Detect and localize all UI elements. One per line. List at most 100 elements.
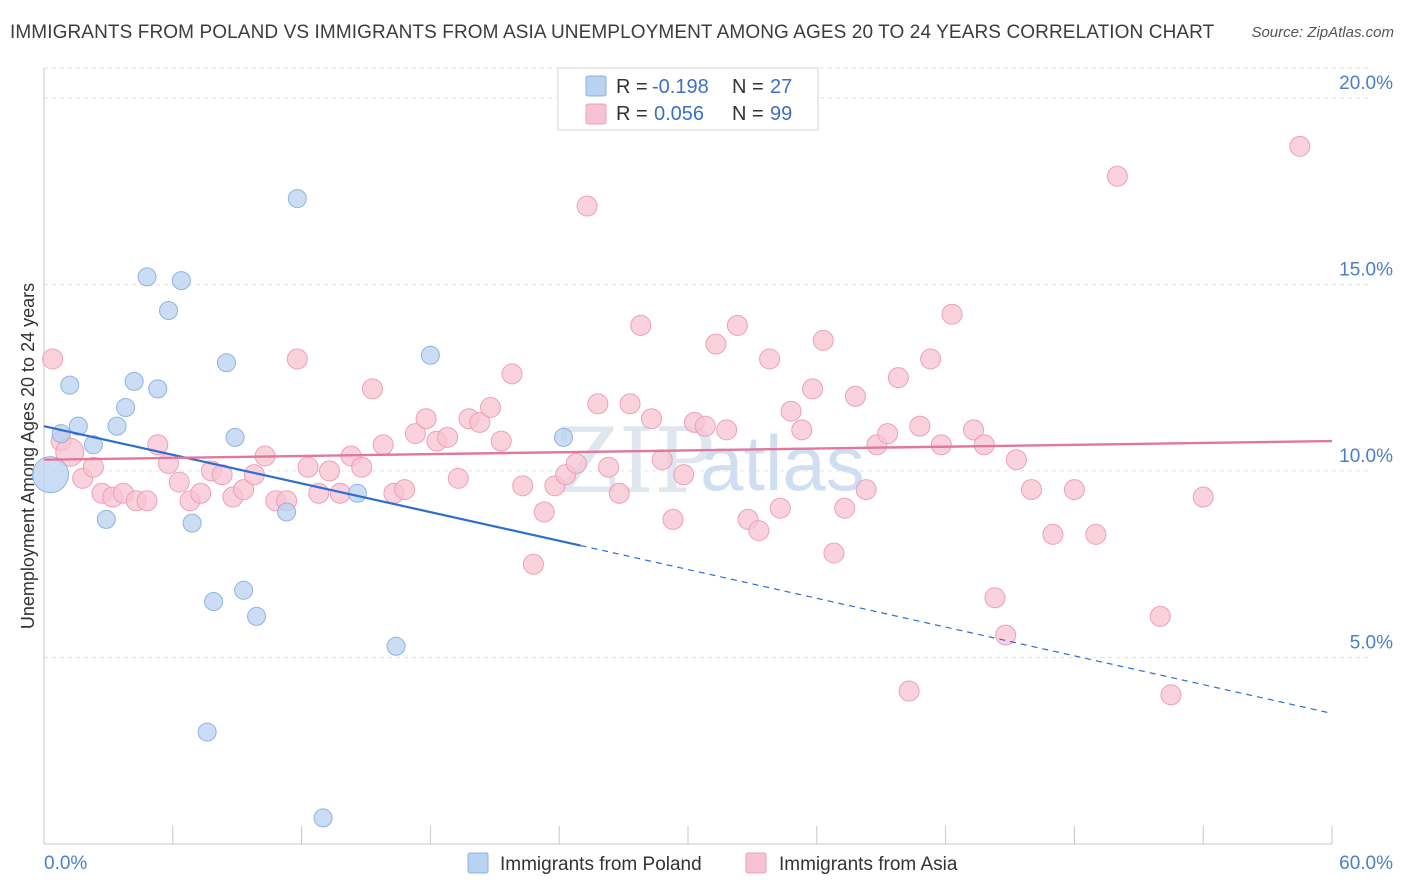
poland-point	[347, 483, 367, 503]
asia-point	[415, 408, 437, 430]
bottom-legend-label-asia: Immigrants from Asia	[779, 854, 958, 875]
poland-point	[171, 271, 191, 291]
poland-point	[234, 580, 254, 600]
asia-point	[533, 501, 555, 523]
poland-point	[420, 345, 440, 365]
asia-point	[372, 434, 394, 456]
asia-point	[233, 479, 255, 501]
x-axis-ticks	[43, 826, 1333, 844]
asia-point	[930, 434, 952, 456]
asia-point	[82, 456, 104, 478]
poland-point	[182, 513, 202, 533]
asia-point	[780, 400, 802, 422]
asia-point	[759, 348, 781, 370]
asia-point	[651, 449, 673, 471]
poland-point	[31, 456, 69, 494]
asia-point	[1020, 479, 1042, 501]
legend-swatch-asia	[585, 103, 607, 125]
asia-point	[716, 419, 738, 441]
asia-point	[726, 314, 748, 336]
poland-point	[83, 435, 103, 455]
asia-point	[168, 471, 190, 493]
asia-point	[1192, 486, 1214, 508]
asia-point	[630, 314, 652, 336]
asia-point	[887, 367, 909, 389]
asia-point	[1106, 165, 1128, 187]
legend-n-label-asia: N =	[732, 103, 764, 125]
legend: R = -0.198 N = 27 R = 0.056 N = 99	[557, 67, 819, 131]
asia-point	[286, 348, 308, 370]
y-tick-label: 20.0%	[1339, 73, 1393, 94]
poland-trend-extension	[580, 544, 1333, 715]
x-axis-tick-labels: 0.0% 60.0%	[44, 853, 1393, 874]
poland-point	[124, 371, 144, 391]
asia-point	[909, 415, 931, 437]
asia-point	[769, 497, 791, 519]
asia-point	[802, 378, 824, 400]
y-tick-label: 10.0%	[1339, 446, 1393, 467]
asia-point	[694, 415, 716, 437]
legend-n-value-poland: 27	[770, 76, 792, 98]
asia-point	[855, 479, 877, 501]
legend-r-label-poland: R =	[616, 76, 648, 98]
asia-point	[1085, 523, 1107, 545]
asia-point	[1005, 449, 1027, 471]
asia-point	[190, 482, 212, 504]
poland-point	[116, 398, 136, 417]
asia-point	[619, 393, 641, 415]
asia-point	[469, 411, 491, 433]
poland-point	[386, 636, 406, 656]
poland-point	[51, 424, 71, 444]
asia-point	[1289, 135, 1311, 157]
asia-point	[565, 452, 587, 474]
asia-point	[920, 348, 942, 370]
asia-point	[319, 460, 341, 482]
asia-point	[136, 490, 158, 512]
y-axis-title: Unemployment Among Ages 20 to 24 years	[18, 283, 38, 629]
asia-point	[394, 479, 416, 501]
source-note: Source: ZipAtlas.com	[1251, 24, 1394, 41]
series-poland-points	[31, 189, 573, 828]
asia-point	[641, 408, 663, 430]
legend-r-value-poland: -0.198	[652, 76, 709, 98]
asia-point	[748, 520, 770, 542]
legend-r-label-asia: R =	[616, 103, 648, 125]
chart-title: IMMIGRANTS FROM POLAND VS IMMIGRANTS FRO…	[10, 22, 1215, 43]
x-tick-label-max: 60.0%	[1339, 853, 1393, 874]
trend-lines	[43, 425, 1333, 715]
asia-point	[512, 475, 534, 497]
asia-trend-line	[43, 439, 1333, 461]
grid-lines	[44, 67, 1372, 658]
asia-point	[834, 497, 856, 519]
asia-point	[823, 542, 845, 564]
poland-point	[247, 606, 267, 626]
asia-point	[351, 456, 373, 478]
asia-point	[673, 464, 695, 486]
legend-n-value-asia: 99	[770, 103, 792, 125]
asia-point	[522, 553, 544, 575]
poland-point	[553, 427, 573, 447]
asia-point	[963, 419, 985, 441]
asia-point	[297, 456, 319, 478]
asia-point	[1149, 605, 1171, 627]
asia-point	[995, 624, 1017, 646]
y-axis-tick-labels: 5.0% 10.0% 15.0% 20.0%	[1339, 73, 1393, 654]
poland-point	[159, 301, 179, 320]
asia-point	[973, 434, 995, 456]
asia-point	[791, 419, 813, 441]
asia-point	[877, 423, 899, 445]
asia-point	[984, 587, 1006, 609]
poland-point	[277, 502, 297, 522]
asia-point	[211, 464, 233, 486]
bottom-legend-label-poland: Immigrants from Poland	[500, 854, 702, 875]
asia-point	[587, 393, 609, 415]
asia-point	[898, 680, 920, 702]
poland-point	[197, 722, 217, 742]
asia-point	[501, 363, 523, 385]
asia-point	[480, 397, 502, 418]
y-tick-label: 5.0%	[1350, 632, 1393, 653]
legend-swatch-poland	[585, 75, 607, 97]
poland-point	[216, 353, 236, 373]
bottom-legend-swatch-asia	[745, 852, 767, 874]
asia-point	[1160, 684, 1182, 706]
